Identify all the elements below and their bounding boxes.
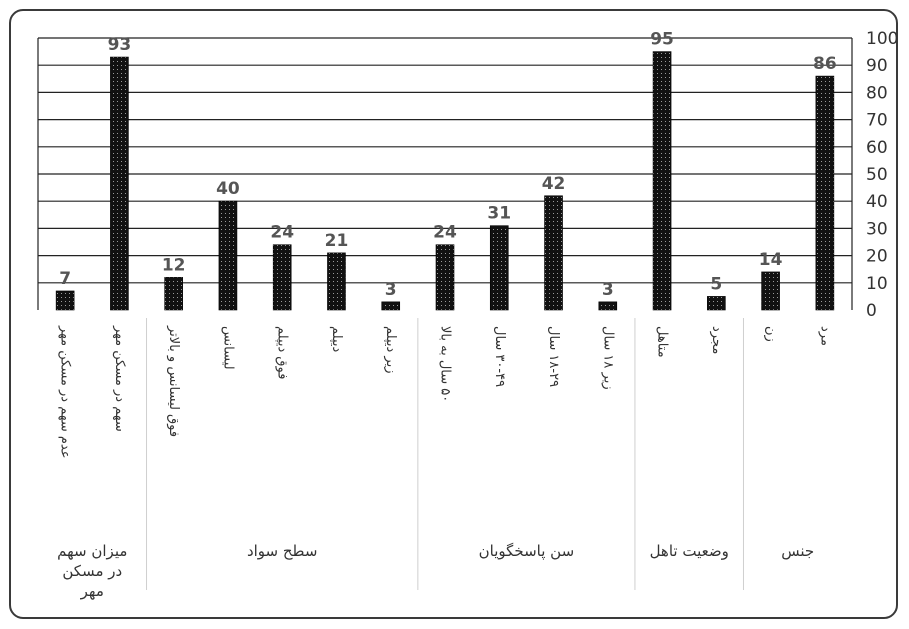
bar-value-label: 95 [650, 30, 674, 50]
group-label: سن پاسخگویان [479, 542, 575, 561]
bar [55, 290, 75, 311]
chart-frame [9, 9, 898, 619]
y-tick-label: 0 [866, 301, 877, 321]
category-label: ۵۰ سال به بالا [438, 326, 453, 402]
bar [598, 301, 618, 311]
bar [164, 277, 183, 311]
category-label: زیر دیپلم [383, 326, 398, 374]
bar [707, 296, 726, 311]
category-label: عدم سهم در مسکن مهر [58, 325, 73, 459]
y-tick-label: 60 [866, 138, 888, 158]
y-tick-label: 10 [866, 274, 888, 294]
bar-value-label: 5 [710, 274, 722, 294]
category-label: دیپلم [329, 326, 344, 352]
y-tick-label: 90 [866, 56, 888, 76]
y-tick-label: 30 [866, 219, 888, 239]
group-label: سطح سواد [247, 542, 318, 560]
y-tick-label: 100 [866, 29, 898, 49]
y-axis-ticks: 0 10 20 30 40 50 60 70 80 90 100 [866, 29, 898, 321]
bar-value-label: 42 [542, 174, 566, 194]
category-labels: عدم سهم در مسکن مهر سهم در مسکن مهر فوق لی… [58, 325, 833, 459]
bar-value-label: 3 [385, 280, 397, 300]
category-label: فوق لیسانس و بالاتر [166, 325, 181, 437]
y-tick-label: 40 [866, 192, 888, 212]
bar-value-label: 24 [433, 223, 457, 243]
bar [381, 301, 401, 311]
bar-value-label: 86 [813, 54, 837, 74]
category-label: سهم در مسکن مهر [112, 325, 127, 432]
bar-value-label: 21 [325, 231, 349, 251]
bar [327, 252, 346, 311]
value-labels: 7 93 12 40 24 21 3 24 31 42 3 95 5 14 86 [59, 30, 836, 300]
bar [218, 200, 238, 311]
category-label: مجرد [709, 326, 724, 354]
group-label: در مسکن [62, 562, 122, 580]
bars [55, 51, 835, 311]
category-label: ۱۸-۲۹ سال [546, 326, 561, 387]
group-label: میزان سهم [57, 542, 127, 560]
bar-value-label: 31 [487, 204, 511, 224]
category-label: فوق دیپلم [275, 326, 290, 379]
bar-value-label: 40 [216, 179, 240, 199]
bar [110, 56, 129, 311]
group-label: مهر [80, 582, 104, 600]
category-label: متاهل [655, 326, 670, 358]
group-labels: میزان سهم در مسکن مهر سطح سواد سن پاسخگویان و… [57, 318, 814, 600]
bar-value-label: 93 [108, 35, 132, 55]
bar [435, 244, 455, 311]
category-label: لیسانس [220, 326, 235, 370]
bar [544, 195, 563, 311]
y-tick-label: 70 [866, 111, 888, 131]
bar [815, 75, 835, 311]
y-tick-label: 80 [866, 83, 888, 103]
y-tick-label: 50 [866, 165, 888, 185]
category-label: زیر ۱۸ سال [600, 326, 615, 390]
bar-value-label: 24 [270, 223, 294, 243]
bar-value-label: 12 [162, 255, 186, 275]
bar-value-label: 7 [59, 269, 71, 289]
group-label: وضعیت تاهل [650, 542, 729, 560]
bar [272, 244, 292, 311]
group-label: جنس [781, 542, 814, 560]
category-label: مرد [817, 326, 832, 346]
y-tick-label: 20 [866, 247, 888, 267]
category-label: ۳۰-۴۹ سال [492, 326, 507, 387]
bar-value-label: 3 [602, 280, 614, 300]
bar [489, 225, 509, 311]
bar-value-label: 14 [759, 250, 783, 270]
bar [652, 51, 672, 311]
bar [761, 271, 780, 311]
category-label: زن [763, 326, 778, 342]
